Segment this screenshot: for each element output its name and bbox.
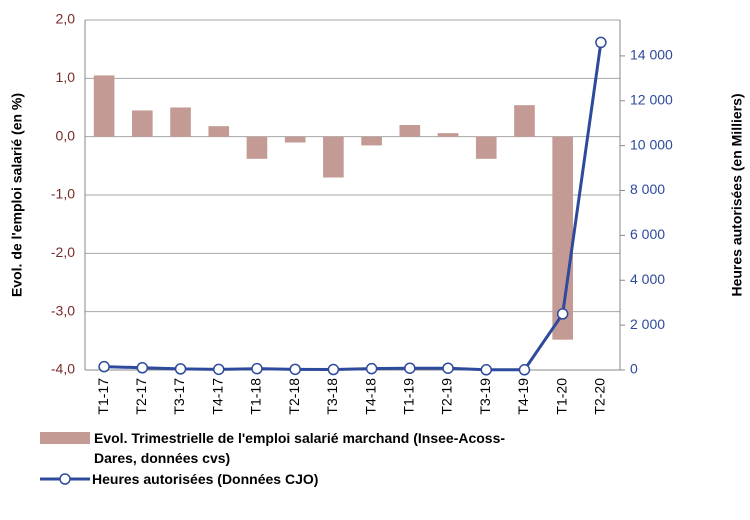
x-tick-label: T4-17 (209, 378, 225, 415)
x-tick-label: T2-19 (439, 378, 455, 415)
marker (213, 363, 225, 376)
marker (518, 364, 531, 376)
bar (284, 136, 306, 143)
marker (98, 360, 110, 373)
marker (595, 36, 607, 49)
marker (480, 364, 492, 376)
marker (289, 363, 301, 376)
x-tick-label: T2-17 (133, 378, 149, 415)
y-tick-label: 0,0 (56, 127, 76, 143)
bar (552, 136, 573, 340)
marker (136, 362, 149, 374)
bar (514, 105, 535, 137)
y2-tick-label: 14 000 (630, 47, 673, 63)
y2-tick-label: 8 000 (630, 181, 665, 197)
y2-tick-label: 6 000 (630, 226, 665, 242)
x-tick-label: T2-18 (286, 378, 302, 415)
line (104, 42, 603, 372)
y2-tick-label: 12 000 (630, 91, 673, 107)
x-tick-label: T4-19 (515, 378, 531, 415)
legend-swatch (40, 432, 90, 444)
y2-axis-title: Heures autorisées (en Milliers) (729, 93, 745, 296)
bar (208, 126, 230, 137)
y-axis-title: Evol. de l'emploi salarié (en %) (9, 93, 25, 297)
y2-tick-label: 0 (630, 361, 638, 377)
bar (437, 133, 459, 137)
x-tick-label: T2-20 (592, 378, 608, 415)
y2-tick-label: 10 000 (630, 136, 673, 152)
y2-tick-label: 2 000 (630, 316, 665, 332)
x-tick-label: T1-18 (248, 378, 264, 415)
marker (251, 362, 263, 375)
bar (93, 75, 115, 137)
bar (170, 107, 191, 137)
bar (361, 136, 382, 146)
legend-label: Evol. Trimestrielle de l'emploi salarié … (94, 430, 506, 466)
x-tick-label: T1-19 (401, 378, 417, 415)
x-tick-label: T3-17 (171, 378, 187, 415)
x-tick-label: T3-19 (477, 378, 493, 415)
marker (365, 362, 378, 375)
x-tick-label: T3-18 (324, 378, 340, 415)
x-tick-label: T1-17 (95, 378, 111, 415)
y-tick-label: -3,0 (51, 302, 75, 318)
marker (442, 362, 454, 374)
bar (246, 136, 268, 159)
marker (327, 363, 340, 376)
y-tick-label: 2,0 (56, 11, 76, 27)
marker (556, 308, 569, 320)
legend-swatch (40, 473, 90, 485)
x-tick-label: T4-18 (362, 378, 378, 415)
marker (174, 363, 187, 375)
bar (132, 110, 153, 137)
y2-tick-label: 4 000 (630, 271, 665, 287)
bar (399, 125, 421, 137)
marker (404, 362, 416, 374)
y-tick-label: -4,0 (51, 361, 75, 377)
x-tick-label: T1-20 (553, 378, 569, 415)
legend-label: Heures autorisées (Données CJO) (92, 471, 319, 487)
bar (475, 136, 497, 159)
y-tick-label: 1,0 (56, 69, 76, 85)
y-tick-label: -1,0 (51, 186, 75, 202)
y-tick-label: -2,0 (51, 244, 75, 260)
bar (323, 136, 344, 178)
